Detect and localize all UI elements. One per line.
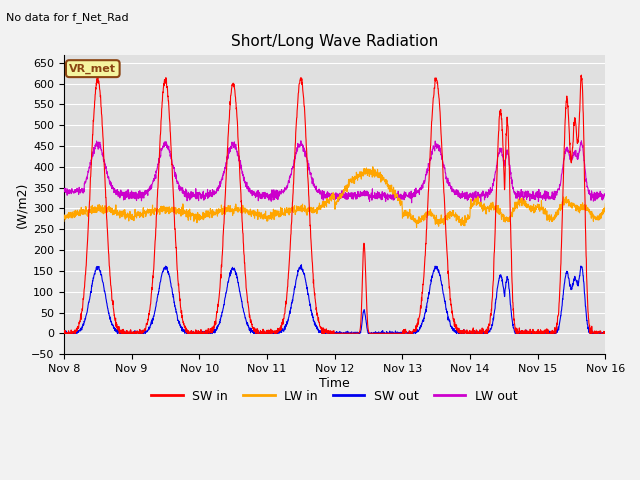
Text: No data for f_Net_Rad: No data for f_Net_Rad — [6, 12, 129, 23]
Y-axis label: (W/m2): (W/m2) — [15, 181, 28, 228]
Title: Short/Long Wave Radiation: Short/Long Wave Radiation — [231, 34, 438, 49]
Legend: SW in, LW in, SW out, LW out: SW in, LW in, SW out, LW out — [147, 385, 523, 408]
Text: VR_met: VR_met — [69, 63, 116, 74]
X-axis label: Time: Time — [319, 377, 350, 390]
